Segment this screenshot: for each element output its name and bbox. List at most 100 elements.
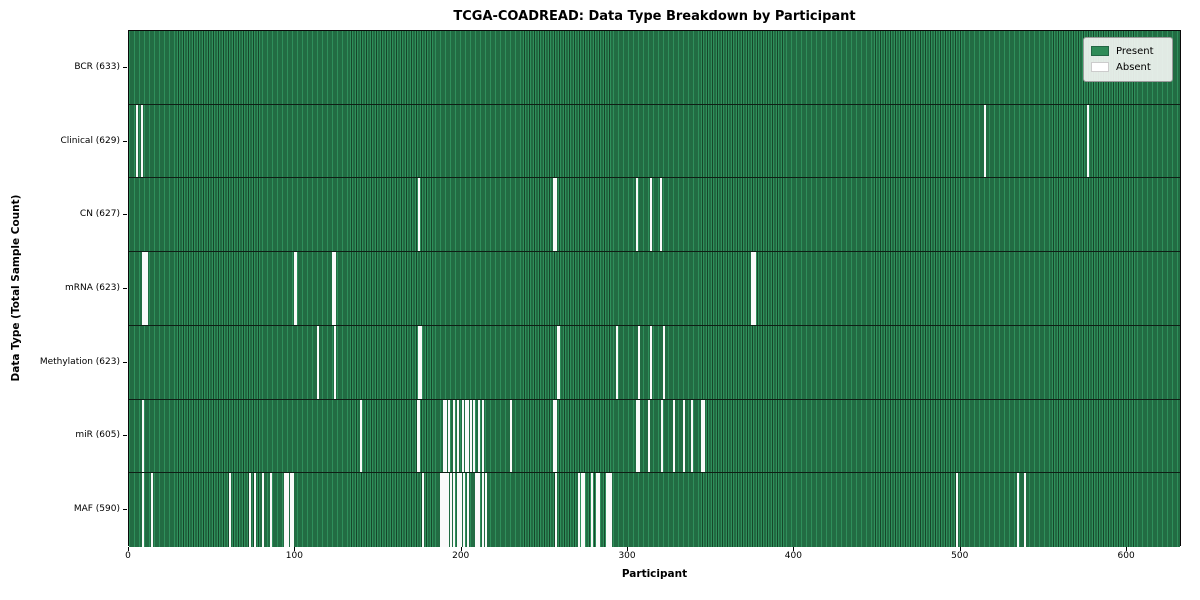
y-tick-label: MAF (590) xyxy=(73,504,120,515)
heatmap-row-maf xyxy=(129,473,1180,547)
absent-mark xyxy=(290,473,293,547)
absent-mark xyxy=(554,473,557,547)
x-tick-mark xyxy=(959,546,961,551)
absent-mark xyxy=(143,252,146,325)
y-tick-label: CN (627) xyxy=(79,209,120,220)
legend: Present Absent xyxy=(1083,37,1173,82)
heatmap-row-methylation xyxy=(129,325,1180,400)
absent-mark xyxy=(142,252,145,325)
absent-mark xyxy=(360,399,363,473)
legend-item-present: Present xyxy=(1091,43,1165,59)
x-tick-label: 600 xyxy=(1117,551,1135,561)
legend-present-label: Present xyxy=(1116,45,1154,57)
absent-mark xyxy=(416,399,419,473)
absent-mark xyxy=(140,104,143,178)
y-tick-mark xyxy=(123,361,127,363)
absent-mark xyxy=(463,473,466,547)
absent-mark xyxy=(553,399,556,473)
absent-mark xyxy=(481,399,484,473)
heatmap-row-bcr xyxy=(129,31,1180,105)
absent-mark xyxy=(1087,104,1090,178)
absent-mark xyxy=(598,473,600,547)
absent-mark xyxy=(295,252,298,325)
absent-mark xyxy=(458,473,461,547)
absent-mark xyxy=(287,473,289,547)
absent-mark xyxy=(293,252,296,325)
absent-mark xyxy=(481,473,484,547)
absent-mark xyxy=(682,399,685,473)
absent-mark xyxy=(262,473,264,547)
absent-mark xyxy=(701,399,704,473)
absent-mark xyxy=(466,399,469,473)
absent-swatch-icon xyxy=(1091,62,1109,72)
absent-mark xyxy=(636,178,639,252)
absent-mark xyxy=(554,178,557,252)
x-tick-label: 200 xyxy=(452,551,470,561)
absent-mark xyxy=(509,399,512,473)
absent-mark xyxy=(662,325,665,399)
y-tick-mark xyxy=(123,140,127,142)
absent-mark xyxy=(691,399,694,473)
absent-mark xyxy=(984,104,986,178)
absent-mark xyxy=(476,473,479,547)
absent-mark xyxy=(142,473,145,547)
chart-title: TCGA-COADREAD: Data Type Breakdown by Pa… xyxy=(453,9,856,24)
absent-mark xyxy=(1023,473,1026,547)
absent-mark xyxy=(135,104,138,178)
absent-mark xyxy=(418,325,421,399)
absent-mark xyxy=(421,473,424,547)
heatmap-row-cn xyxy=(129,178,1180,253)
absent-mark xyxy=(270,473,273,547)
absent-mark xyxy=(475,473,477,547)
absent-mark xyxy=(752,252,755,325)
x-tick-label: 0 xyxy=(125,551,131,561)
heatmap-row-clinical xyxy=(129,104,1180,179)
legend-absent-label: Absent xyxy=(1116,61,1151,73)
absent-mark xyxy=(672,399,675,473)
absent-mark xyxy=(558,325,561,399)
absent-mark xyxy=(649,325,652,399)
absent-mark xyxy=(473,399,476,473)
heatmap-row-mir xyxy=(129,399,1180,474)
x-tick-mark xyxy=(128,546,129,551)
absent-mark xyxy=(578,473,581,547)
x-tick-label: 400 xyxy=(784,551,802,561)
absent-mark xyxy=(285,473,288,547)
absent-mark xyxy=(453,399,456,473)
y-tick-label: miR (605) xyxy=(75,430,120,441)
x-tick-label: 300 xyxy=(618,551,636,561)
y-tick-label: Methylation (623) xyxy=(39,356,120,367)
absent-mark xyxy=(649,178,652,252)
absent-mark xyxy=(445,399,447,473)
y-tick-mark xyxy=(123,509,127,511)
absent-mark xyxy=(283,473,286,547)
absent-mark xyxy=(443,399,446,473)
present-swatch-icon xyxy=(1091,46,1109,56)
absent-mark xyxy=(145,252,148,325)
y-tick-mark xyxy=(123,288,127,289)
absent-mark xyxy=(461,399,464,473)
x-tick-mark xyxy=(460,546,462,551)
y-tick-label: BCR (633) xyxy=(74,61,120,72)
absent-mark xyxy=(228,473,231,547)
absent-mark xyxy=(453,473,456,547)
heatmap-row-mrna xyxy=(129,252,1180,326)
absent-mark xyxy=(638,399,640,473)
absent-mark xyxy=(441,473,444,547)
absent-mark xyxy=(478,473,481,547)
absent-mark xyxy=(1017,473,1020,547)
absent-mark xyxy=(418,178,421,252)
legend-item-absent: Absent xyxy=(1091,59,1165,75)
absent-mark xyxy=(440,473,442,547)
absent-mark xyxy=(484,473,487,547)
absent-mark xyxy=(466,473,469,547)
absent-mark xyxy=(448,399,451,473)
absent-mark xyxy=(142,399,145,473)
absent-mark xyxy=(608,473,610,547)
absent-mark xyxy=(648,399,650,473)
absent-mark xyxy=(418,399,421,473)
absent-mark xyxy=(456,473,459,547)
absent-mark xyxy=(470,399,472,473)
absent-mark xyxy=(702,399,705,473)
absent-mark xyxy=(636,399,639,473)
